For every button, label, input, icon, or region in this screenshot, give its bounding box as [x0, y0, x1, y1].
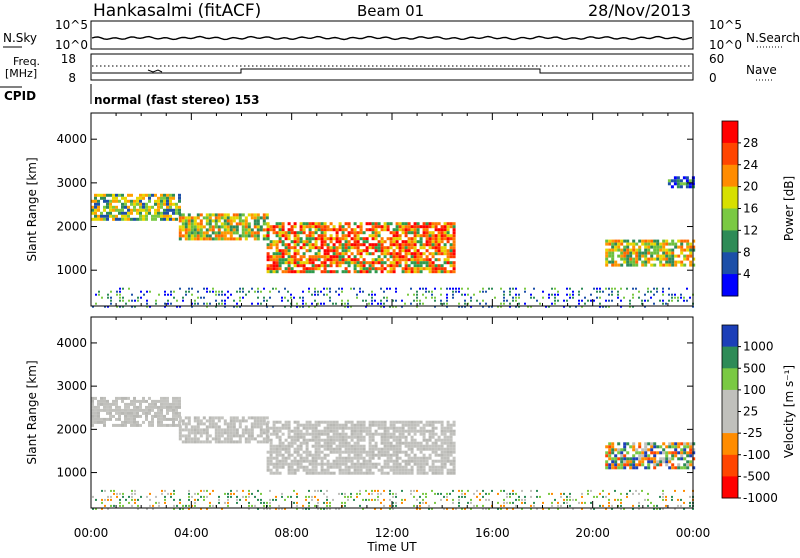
velocity-y-axis-label: Slant Range [km]	[25, 360, 39, 464]
velocity-colorbar-tick-label-3: 25	[743, 405, 758, 419]
beam-title: Beam 01	[357, 2, 424, 20]
x-tick-label-3: 12:00	[375, 526, 410, 540]
velocity-colorbar-swatch-1	[722, 346, 738, 369]
freq-left-tick-top: 18	[61, 52, 76, 66]
x-tick-label-6: 00:00	[676, 526, 711, 540]
power-echo-region-2	[266, 222, 456, 274]
power-colorbar-tick-label-0: 28	[743, 136, 758, 150]
power-colorbar-tick-label-6: 4	[743, 267, 751, 281]
power-y-tick-label-2: 3000	[56, 176, 87, 190]
power-colorbar-swatch-3	[722, 186, 738, 209]
power-echo-region-4	[667, 176, 695, 189]
power-colorbar-swatch-0	[722, 121, 738, 144]
power-colorbar-swatch-6	[722, 252, 738, 275]
velocity-colorbar-swatch-3	[722, 389, 738, 412]
freq-right-tick-top: 60	[709, 52, 724, 66]
x-tick-label-4: 16:00	[475, 526, 510, 540]
power-y-tick-label-0: 1000	[56, 263, 87, 277]
power-echo-region-1	[178, 213, 269, 241]
velocity-colorbar-tick-label-1: 500	[743, 361, 766, 375]
x-axis: 00:00 04:00 08:00 12:00 16:00 20:00 00:00	[74, 526, 711, 540]
freq-right-label: Nave	[746, 63, 777, 77]
velocity-echo-region-0	[91, 396, 181, 427]
power-panel: 1000 2000 3000 4000 Slant Range [km] 28 24 20 16…	[25, 112, 796, 308]
power-colorbar-tick-label-4: 12	[743, 223, 758, 237]
noise-left-label: N.Sky	[3, 31, 37, 45]
velocity-colorbar-tick-label-4: -25	[743, 426, 763, 440]
power-colorbar-swatch-5	[722, 230, 738, 253]
velocity-y-tick-label-3: 4000	[56, 336, 87, 350]
power-colorbar: 28 24 20 16 12 8 4 Power [dB]	[721, 120, 796, 297]
date-title: 28/Nov/2013	[588, 1, 691, 20]
velocity-near-range-echoes	[92, 489, 694, 510]
velocity-colorbar-tick-label-2: 100	[743, 383, 766, 397]
x-axis-label: Time UT	[366, 540, 417, 554]
noise-right-label: N.Search	[746, 31, 800, 45]
power-echo-region-3	[605, 239, 696, 267]
freq-panel-frame	[90, 53, 694, 81]
noise-left-tick-bottom: 10^0	[55, 38, 88, 52]
noise-panel-frame	[90, 20, 694, 50]
power-y-axis-label: Slant Range [km]	[25, 157, 39, 261]
power-colorbar-swatch-7	[722, 274, 738, 297]
velocity-y-tick-label-2: 3000	[56, 379, 87, 393]
power-colorbar-tick-label-5: 8	[743, 245, 751, 259]
power-colorbar-label: Power [dB]	[782, 176, 796, 241]
freq-left-label-1: Freq.	[13, 55, 40, 68]
velocity-colorbar-tick-label-5: -100	[743, 448, 770, 462]
noise-right-tick-top: 10^5	[709, 18, 742, 32]
velocity-colorbar-swatch-4	[722, 411, 738, 434]
noise-right-tick-bottom: 10^0	[709, 38, 742, 52]
velocity-y-tick-label-1: 2000	[56, 422, 87, 436]
velocity-y-tick-label-0: 1000	[56, 466, 87, 480]
freq-left-label-2: [MHz]	[5, 67, 37, 80]
velocity-echo-region-2	[266, 420, 456, 475]
velocity-colorbar-swatch-6	[722, 454, 738, 477]
velocity-echo-region-3	[605, 442, 696, 470]
power-colorbar-swatch-4	[722, 208, 738, 231]
velocity-echo-region-1	[178, 416, 269, 444]
velocity-colorbar-tick-label-0: 1000	[743, 340, 774, 354]
velocity-colorbar-label: Velocity [m s⁻¹]	[782, 365, 796, 458]
freq-blip	[147, 69, 163, 73]
power-colorbar-tick-label-1: 24	[743, 158, 758, 172]
freq-left-tick-bottom: 8	[68, 71, 76, 85]
power-y-tick-label-3: 4000	[56, 132, 87, 146]
power-colorbar-swatch-2	[722, 164, 738, 188]
station-title: Hankasalmi (fitACF)	[93, 1, 261, 21]
noise-left-tick-top: 10^5	[55, 18, 88, 32]
velocity-colorbar-swatch-2	[722, 368, 738, 391]
freq-right-tick-bottom: 0	[709, 71, 717, 85]
power-colorbar-swatch-1	[722, 142, 738, 166]
velocity-colorbar-swatch-7	[722, 476, 738, 499]
velocity-colorbar: 1000 500 100 25 -25 -100 -500 -1000 Velocity [m …	[721, 324, 796, 505]
power-echo-region-0	[91, 193, 181, 221]
x-tick-label-0: 00:00	[74, 526, 109, 540]
x-tick-label-5: 20:00	[575, 526, 610, 540]
power-colorbar-tick-label-3: 16	[743, 202, 758, 216]
velocity-panel-frame	[90, 316, 694, 509]
cpid-label: CPID	[4, 89, 36, 103]
power-colorbar-tick-label-2: 20	[743, 180, 758, 194]
velocity-colorbar-swatch-5	[722, 433, 738, 456]
power-panel-frame	[90, 112, 694, 307]
velocity-colorbar-tick-label-6: -500	[743, 469, 770, 483]
velocity-colorbar-swatch-0	[722, 325, 738, 348]
nave-step-line	[92, 68, 692, 74]
power-near-range-echoes	[92, 287, 694, 308]
power-y-tick-label-1: 2000	[56, 220, 87, 234]
x-tick-label-2: 08:00	[274, 526, 309, 540]
velocity-colorbar-tick-label-7: -1000	[743, 491, 778, 505]
noise-sky-line	[91, 35, 693, 41]
x-tick-label-1: 04:00	[174, 526, 209, 540]
cpid-text: normal (fast stereo) 153	[94, 93, 260, 107]
